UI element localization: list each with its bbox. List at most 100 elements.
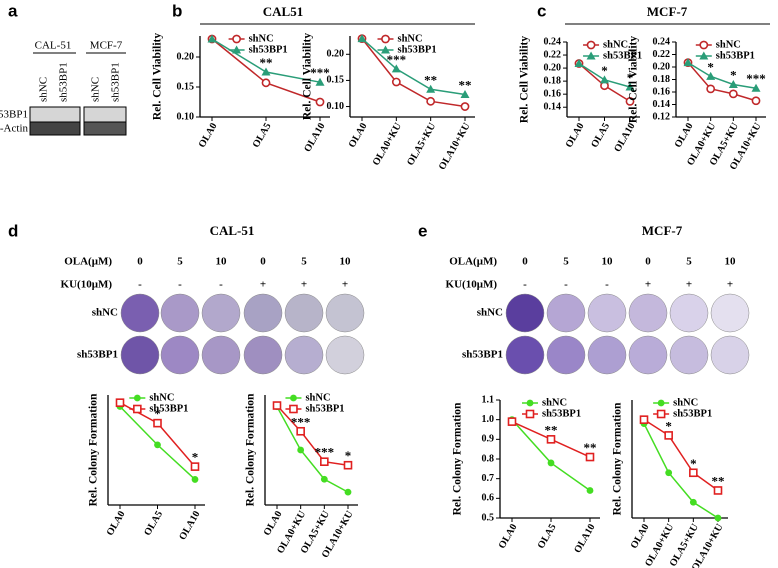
blot-band (29, 106, 81, 123)
chart: 0.10 0.15 0.20 Rel. Cell Viability OLA0 OLA0+… (302, 33, 475, 172)
y-axis-label: Rel. Colony Formation (452, 402, 464, 515)
y-tick-label: 0.14 (544, 102, 562, 113)
significance: * (730, 67, 737, 82)
colony-well (243, 293, 283, 333)
blot-band (29, 121, 81, 136)
point (191, 476, 199, 483)
ku-dose: - (523, 279, 527, 291)
legend-label: sh53BP1 (542, 408, 581, 419)
ola-dose: 10 (602, 256, 614, 268)
ku-dose: - (138, 279, 142, 291)
series-line (361, 38, 466, 108)
x-tick-label: OLA5 (589, 121, 612, 150)
ola-dose: 0 (260, 256, 266, 268)
ku-dose: + (260, 279, 266, 291)
x-tick-label: OLA0 (347, 121, 370, 150)
blot-band (83, 121, 127, 136)
legend-label: shNC (149, 392, 174, 403)
colony-well (284, 335, 324, 375)
series-line (643, 419, 719, 492)
point (714, 514, 722, 522)
panel-label: a (8, 1, 18, 20)
point (296, 426, 305, 436)
y-tick-label: 0.15 (327, 75, 345, 86)
point (525, 409, 535, 419)
y-axis-label: Rel. Colony Formation (612, 402, 624, 515)
ola-dose: 10 (216, 256, 228, 268)
chart: 0.10 0.15 0.20 Rel. Cell Viability OLA0 OLA5 O… (152, 33, 330, 154)
significance: *** (310, 65, 330, 80)
significance: ** (260, 55, 273, 70)
chart: 0.5 0.6 0.7 0.8 0.9 1.0 1.1 Rel. Colony Formati… (452, 394, 600, 555)
point (639, 415, 649, 424)
x-tick-label: OLA10+KU (437, 121, 473, 172)
colony-well (201, 293, 241, 333)
lane-label: shNC (90, 77, 102, 102)
colony-well (325, 335, 365, 375)
significance: * (601, 63, 608, 78)
x-tick-label: OLA5 (536, 522, 559, 551)
point (460, 90, 470, 99)
lane-label: sh53BP1 (58, 62, 70, 102)
y-axis-label: Rel. Colony Formation (88, 393, 100, 506)
point (751, 96, 761, 106)
significance: ** (545, 422, 558, 437)
ola-dose: 5 (177, 256, 183, 268)
significance: * (627, 70, 634, 85)
point (232, 34, 241, 44)
point (261, 67, 271, 76)
x-tick-label: OLA0 (673, 121, 696, 150)
ku-dose: + (686, 279, 692, 291)
colony-well (160, 335, 200, 375)
row-label: β-Actin (0, 123, 28, 135)
x-tick-label: OLA10 (612, 121, 637, 154)
x-tick-label: OLA5 (251, 121, 274, 150)
colony-well (546, 293, 586, 333)
point (546, 435, 556, 444)
row-label: shNC (477, 307, 503, 319)
significance: * (192, 450, 199, 465)
point (664, 431, 673, 440)
y-tick-label: 0.10 (327, 101, 345, 112)
point (344, 488, 352, 496)
legend-label: sh53BP1 (673, 408, 712, 419)
ku-dose: + (301, 279, 307, 291)
y-tick-label: 1.1 (482, 394, 495, 405)
significance: * (690, 456, 697, 471)
ku-dose: + (342, 279, 348, 291)
x-tick-label: OLA5 (142, 509, 165, 538)
point (133, 404, 142, 414)
significance: * (665, 418, 672, 433)
significance: *** (315, 445, 335, 460)
colony-images: OLA(μM) KU(10μM) 0 - 5 - 10 - 0 +5 +10 + shNC sh53BP1… (61, 256, 750, 375)
point (713, 486, 723, 495)
point (600, 75, 609, 84)
significance: ** (424, 72, 437, 87)
point (728, 80, 738, 88)
y-axis-label: Rel. Colony Formation (245, 393, 257, 506)
legend-label: shNC (673, 397, 698, 408)
y-tick-label: 0.18 (653, 74, 671, 85)
y-tick-label: 0.24 (544, 36, 562, 47)
panel-label: e (418, 221, 427, 240)
point (153, 418, 162, 428)
y-tick-label: 0.8 (482, 453, 495, 464)
y-tick-label: 0.12 (653, 111, 671, 122)
chart: 0.14 0.16 0.18 0.20 0.22 0.24 Rel. Cell Viabil… (519, 36, 643, 154)
colony-well (710, 335, 750, 375)
y-tick-label: 0.18 (544, 75, 562, 86)
point (272, 401, 282, 410)
ola-dose: 10 (725, 256, 737, 268)
colony-well (201, 335, 241, 375)
point (426, 84, 436, 93)
legend-label: sh53BP1 (249, 44, 288, 55)
colony-well (628, 335, 668, 375)
legend-label: shNC (305, 392, 330, 403)
ku-dose: - (605, 279, 609, 291)
ola-label: OLA(μM) (449, 256, 497, 268)
chart: Rel. Colony Formation OLA0 OLA5 OLA10 shNCsh… (88, 392, 205, 542)
point (625, 96, 635, 106)
point (426, 96, 436, 106)
point (665, 469, 673, 477)
